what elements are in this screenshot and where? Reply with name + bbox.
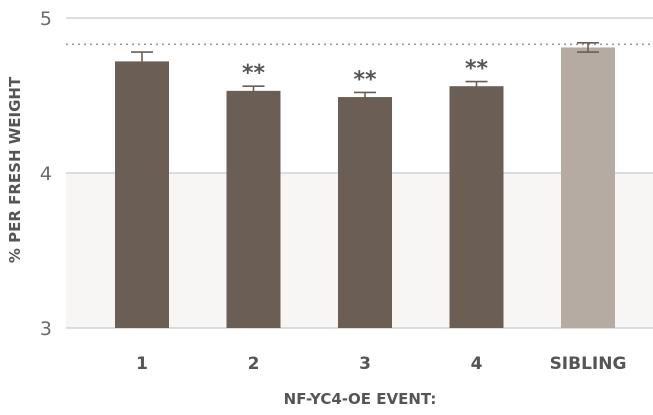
bar — [449, 86, 504, 328]
error-bar — [242, 85, 265, 97]
x-axis-title: NF-YC4-OE EVENT: — [284, 390, 437, 408]
error-bar — [354, 91, 376, 103]
bar — [115, 61, 169, 329]
category-label: 2 — [248, 354, 260, 374]
category-label: SIBLING — [550, 354, 627, 374]
y-tick-label: 3 — [40, 318, 52, 340]
y-tick-label: 5 — [40, 8, 52, 30]
error-bar — [131, 51, 153, 72]
significance-label: ** — [353, 67, 377, 92]
bars: ** ** ** — [115, 41, 615, 329]
category-label: 4 — [471, 354, 483, 374]
y-tick-labels: 3 4 5 — [40, 8, 52, 340]
error-bar — [465, 80, 488, 92]
significance-label: ** — [242, 61, 266, 86]
category-labels: 1 2 3 4 SIBLING — [136, 354, 626, 374]
bar — [561, 47, 615, 328]
y-tick-label: 4 — [40, 163, 52, 185]
y-axis-title: % PER FRESH WEIGHT — [6, 76, 24, 263]
category-label: 1 — [136, 354, 148, 374]
bar — [338, 97, 392, 328]
bar — [226, 90, 281, 328]
category-label: 3 — [359, 354, 371, 374]
significance-label: ** — [465, 57, 489, 82]
error-bar — [577, 41, 599, 53]
